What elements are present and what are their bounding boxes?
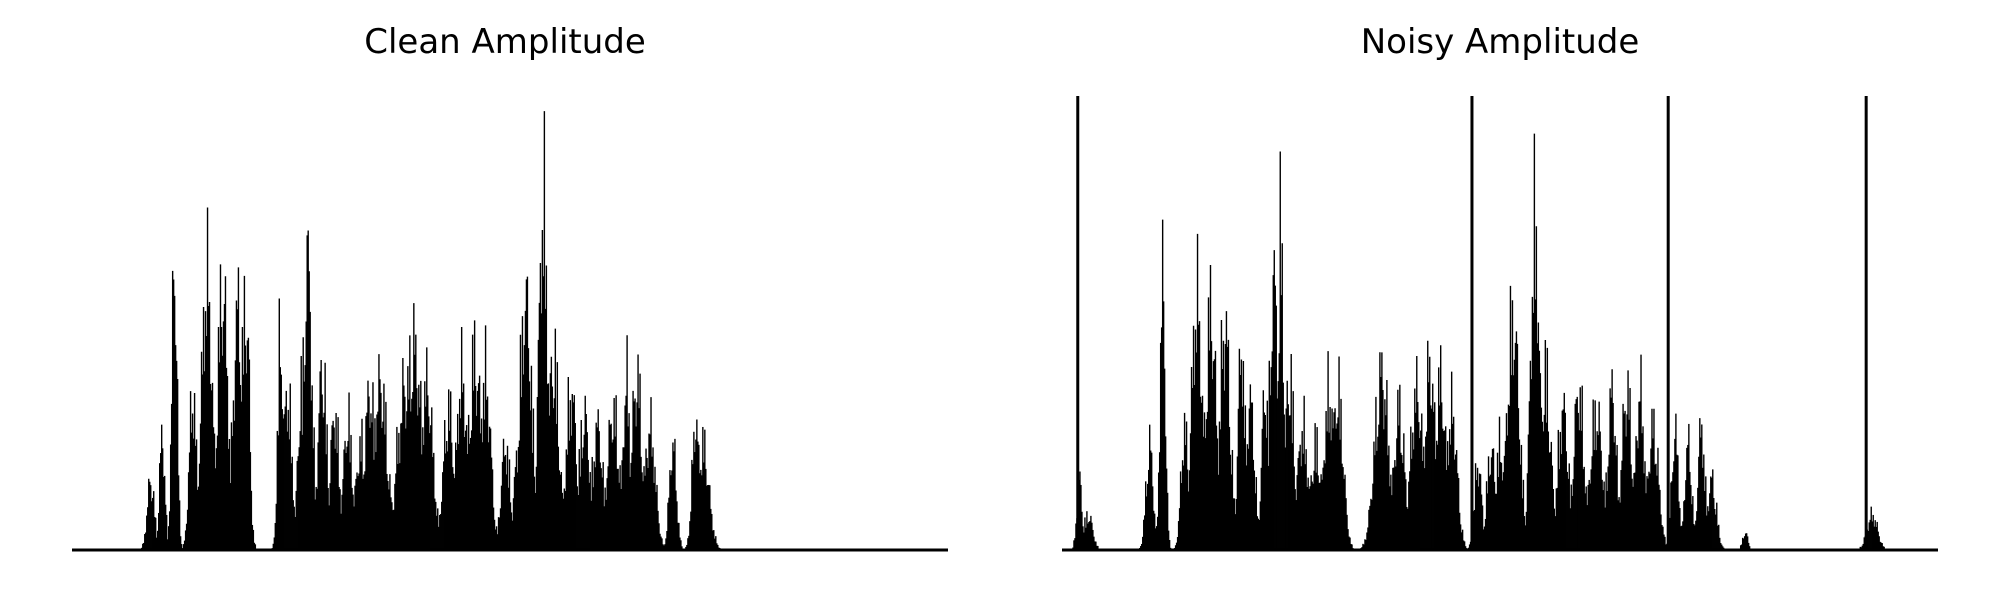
chart-title-noisy: Noisy Amplitude xyxy=(1360,22,1640,62)
chart-title-clean: Clean Amplitude xyxy=(364,22,646,62)
noisy-amplitude-plot xyxy=(1062,96,1938,552)
clean-amplitude-plot xyxy=(72,111,948,552)
